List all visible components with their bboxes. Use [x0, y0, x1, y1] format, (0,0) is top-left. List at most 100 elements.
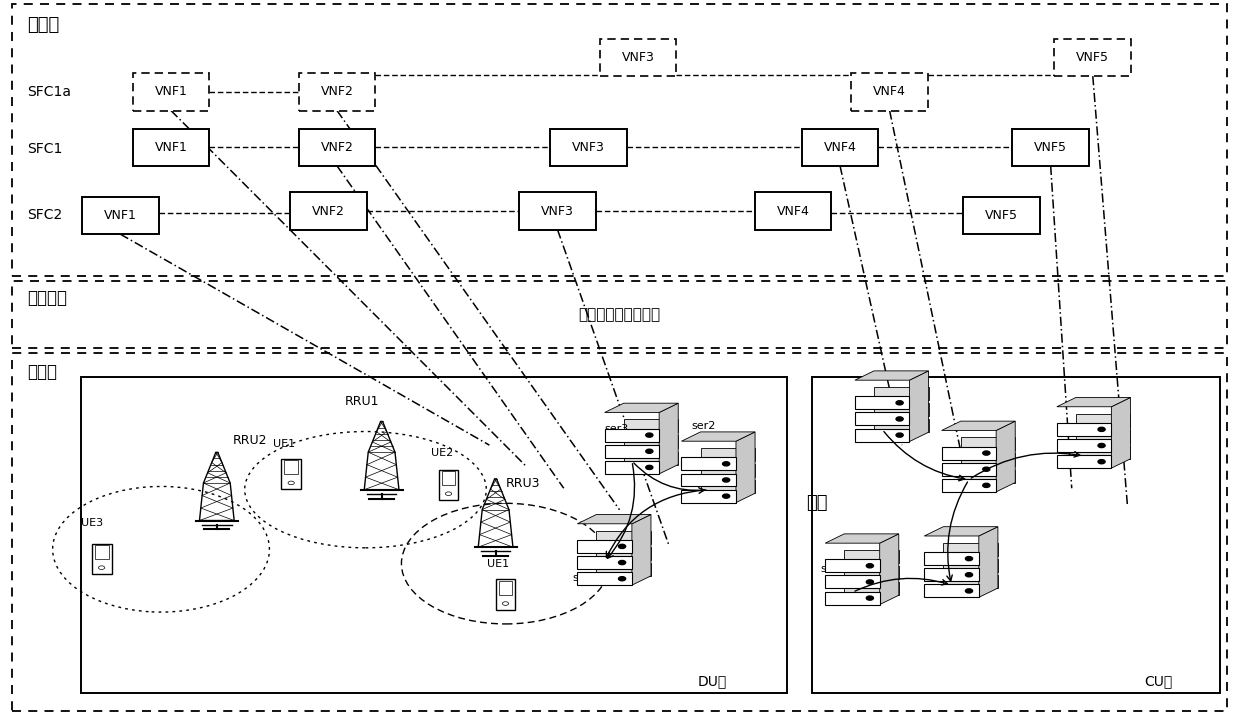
Polygon shape — [299, 73, 375, 111]
Polygon shape — [942, 447, 996, 460]
Polygon shape — [942, 421, 1015, 430]
Polygon shape — [133, 73, 209, 111]
Text: VNF2: VNF2 — [321, 141, 353, 154]
Polygon shape — [942, 462, 996, 475]
Polygon shape — [1057, 398, 1130, 406]
Circle shape — [896, 417, 903, 421]
Text: SFC1: SFC1 — [27, 142, 63, 157]
Text: ser3: ser3 — [605, 424, 629, 434]
Polygon shape — [519, 192, 596, 230]
Circle shape — [866, 564, 873, 568]
Polygon shape — [755, 192, 831, 230]
Polygon shape — [605, 404, 678, 412]
Polygon shape — [577, 556, 632, 569]
Circle shape — [1098, 427, 1105, 432]
Text: 应用层: 应用层 — [27, 16, 59, 34]
Circle shape — [646, 465, 653, 470]
Text: VNF1: VNF1 — [155, 85, 187, 98]
Circle shape — [896, 433, 903, 437]
Polygon shape — [92, 544, 112, 574]
Text: SFC2: SFC2 — [27, 208, 62, 223]
Polygon shape — [943, 575, 997, 588]
Polygon shape — [963, 197, 1040, 234]
Text: VNF5: VNF5 — [1035, 141, 1067, 154]
Polygon shape — [844, 550, 898, 563]
Text: ser7: ser7 — [935, 557, 960, 567]
Circle shape — [1098, 444, 1105, 447]
Polygon shape — [873, 387, 928, 400]
Polygon shape — [880, 534, 898, 605]
Circle shape — [1098, 460, 1105, 464]
Text: 前传: 前传 — [807, 493, 828, 512]
Polygon shape — [681, 490, 736, 503]
Text: VNF5: VNF5 — [985, 209, 1017, 222]
Circle shape — [618, 561, 626, 564]
Polygon shape — [700, 465, 755, 477]
Polygon shape — [577, 572, 632, 585]
Polygon shape — [681, 457, 736, 470]
Text: VNF4: VNF4 — [873, 85, 906, 98]
Polygon shape — [909, 371, 928, 442]
Circle shape — [965, 573, 973, 577]
Circle shape — [965, 556, 973, 561]
Polygon shape — [577, 515, 650, 524]
Circle shape — [646, 433, 653, 437]
Text: VNF3: VNF3 — [572, 141, 605, 154]
Polygon shape — [924, 584, 979, 597]
Polygon shape — [855, 396, 909, 409]
Polygon shape — [632, 515, 650, 585]
Text: UE1: UE1 — [487, 559, 509, 569]
Circle shape — [618, 577, 626, 581]
Polygon shape — [855, 412, 909, 425]
Circle shape — [722, 494, 730, 498]
Polygon shape — [596, 563, 650, 576]
Polygon shape — [736, 432, 755, 503]
Circle shape — [965, 589, 973, 593]
Polygon shape — [82, 197, 159, 234]
Polygon shape — [439, 470, 458, 500]
Text: UE3: UE3 — [81, 518, 103, 528]
Polygon shape — [681, 432, 755, 441]
Polygon shape — [851, 73, 928, 111]
Text: 物理层: 物理层 — [27, 363, 57, 381]
Circle shape — [866, 596, 873, 600]
Polygon shape — [825, 559, 880, 572]
Text: 虚拟化层: 虚拟化层 — [27, 289, 67, 307]
Text: VNF4: VNF4 — [824, 141, 856, 154]
Polygon shape — [924, 552, 979, 565]
Text: ser6: ser6 — [1063, 426, 1088, 437]
Circle shape — [983, 451, 990, 455]
Polygon shape — [873, 404, 928, 416]
Polygon shape — [496, 579, 515, 610]
Text: RRU1: RRU1 — [344, 395, 379, 408]
Polygon shape — [550, 129, 627, 166]
Text: DU池: DU池 — [698, 674, 727, 688]
Circle shape — [722, 478, 730, 482]
Polygon shape — [1075, 414, 1130, 426]
Polygon shape — [996, 421, 1015, 492]
Polygon shape — [1057, 423, 1111, 436]
Text: 资源管理、状态观测: 资源管理、状态观测 — [579, 307, 660, 322]
Polygon shape — [659, 404, 678, 474]
Polygon shape — [943, 559, 997, 572]
Polygon shape — [290, 192, 367, 230]
Polygon shape — [924, 569, 979, 582]
Polygon shape — [700, 448, 755, 461]
Text: VNF1: VNF1 — [155, 141, 187, 154]
Polygon shape — [133, 129, 209, 166]
Polygon shape — [844, 567, 898, 579]
Polygon shape — [605, 444, 659, 458]
Polygon shape — [1054, 39, 1131, 76]
Polygon shape — [596, 547, 650, 560]
Polygon shape — [825, 592, 880, 605]
Polygon shape — [1075, 430, 1130, 443]
Polygon shape — [825, 534, 898, 544]
Polygon shape — [943, 543, 997, 556]
Polygon shape — [802, 129, 878, 166]
Polygon shape — [873, 419, 928, 432]
Text: VNF4: VNF4 — [777, 205, 809, 218]
Polygon shape — [681, 474, 736, 487]
Polygon shape — [960, 470, 1015, 482]
Circle shape — [722, 462, 730, 466]
Polygon shape — [281, 459, 301, 489]
